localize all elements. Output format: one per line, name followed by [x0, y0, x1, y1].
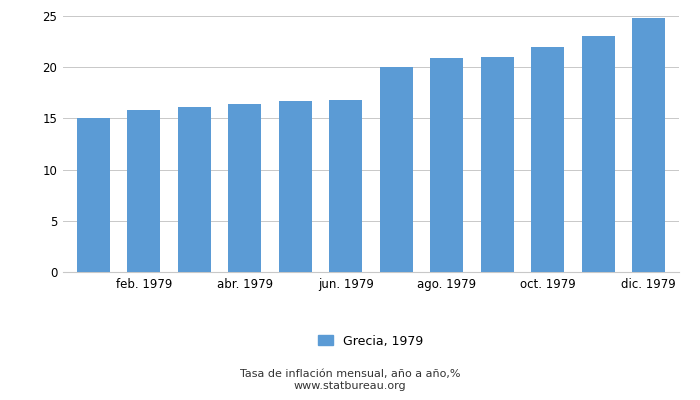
Bar [582, 36, 615, 272]
Bar [632, 18, 665, 272]
Bar [77, 118, 110, 272]
Text: www.statbureau.org: www.statbureau.org [294, 381, 406, 391]
Bar [228, 104, 261, 272]
Legend: Grecia, 1979: Grecia, 1979 [318, 334, 424, 348]
Text: Tasa de inflación mensual, año a año,%: Tasa de inflación mensual, año a año,% [239, 369, 461, 379]
Bar [329, 100, 362, 272]
Bar [531, 47, 564, 272]
Bar [481, 57, 514, 272]
Bar [127, 110, 160, 272]
Bar [380, 67, 413, 272]
Bar [279, 101, 312, 272]
Bar [430, 58, 463, 272]
Bar [178, 107, 211, 272]
